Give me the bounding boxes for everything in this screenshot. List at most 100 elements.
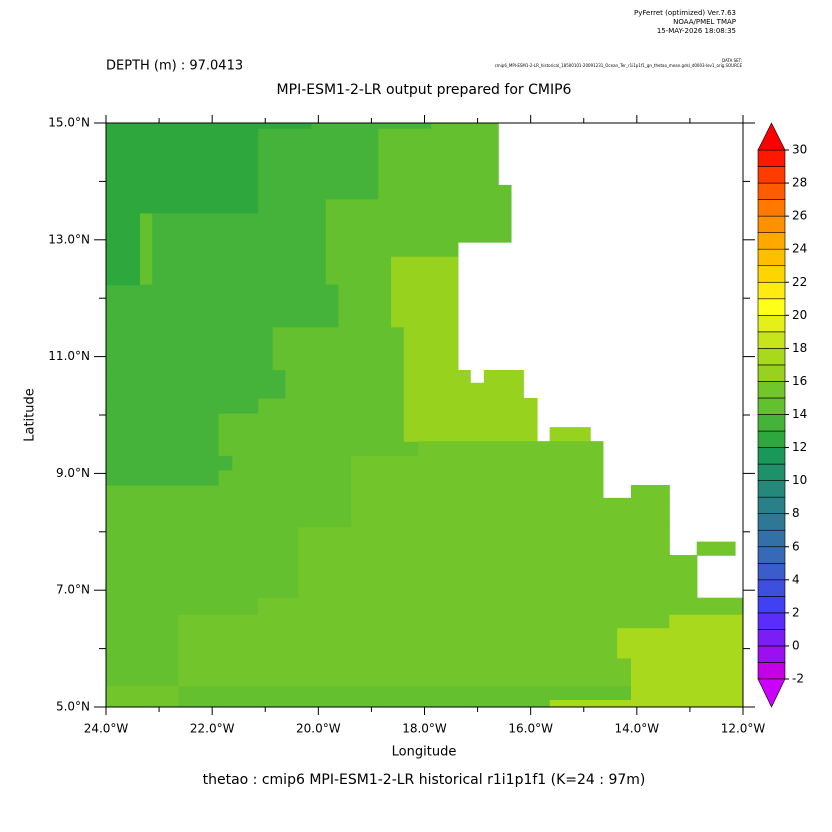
cell	[106, 123, 259, 214]
colorbar-tick-label: 14	[792, 407, 807, 421]
x-axis-label: Longitude	[392, 745, 457, 760]
colorbar-box	[757, 149, 786, 167]
colorbar-box	[757, 430, 786, 448]
cell	[106, 685, 179, 708]
chart-title: MPI-ESM1-2-LR output prepared for CMIP6	[277, 82, 572, 98]
colorbar-box	[757, 414, 786, 432]
colorbar-box	[757, 480, 786, 498]
colorbar-box	[757, 199, 786, 217]
cell	[483, 370, 524, 384]
cell	[106, 123, 312, 129]
depth-label: DEPTH (m) : 97.0413	[106, 59, 243, 74]
cell	[298, 555, 698, 599]
colorbar-box	[757, 645, 786, 663]
cell	[403, 326, 459, 371]
colorbar-box	[757, 232, 786, 250]
cell	[351, 497, 670, 528]
cell	[669, 614, 744, 629]
cell	[106, 413, 219, 486]
cell	[106, 326, 273, 371]
colorbar-box	[757, 215, 786, 233]
colorbar-tick-label: 16	[792, 374, 807, 388]
colorbar-box	[757, 662, 786, 680]
x-tick-label: 16.0°W	[508, 722, 553, 736]
colorbar-box	[757, 166, 786, 184]
colorbar-tick-label: 22	[792, 275, 807, 289]
cell	[257, 597, 744, 616]
x-tick-label: 12.0°W	[721, 722, 766, 736]
y-tick-label: 15.0°N	[48, 116, 90, 130]
colorbar-box	[757, 182, 786, 200]
colorbar-box	[757, 529, 786, 548]
y-tick-label: 5.0°N	[56, 700, 90, 714]
colorbar-tick-label: 30	[792, 143, 807, 157]
colorbar-box	[757, 248, 786, 267]
colorbar-box	[757, 281, 786, 300]
y-tick-label: 9.0°N	[56, 466, 90, 480]
y-tick-label: 7.0°N	[56, 583, 90, 597]
cell	[549, 699, 744, 708]
cell	[549, 427, 591, 442]
cell	[218, 455, 233, 471]
colorbar-over	[757, 122, 786, 151]
colorbar-box	[757, 562, 786, 581]
cell	[630, 485, 670, 499]
cell	[106, 370, 286, 399]
cell	[403, 370, 471, 384]
colorbar-box	[757, 265, 786, 283]
cell	[257, 128, 379, 200]
colorbar-box	[757, 596, 786, 614]
cell	[106, 284, 339, 328]
colorbar-tick-label: 26	[792, 209, 807, 223]
cell	[403, 382, 524, 399]
colorbar-tick-label: 18	[792, 341, 807, 355]
colorbar-box	[757, 364, 786, 382]
colorbar-tick-label: 12	[792, 440, 807, 454]
axes: 24.0°W 22.0°W 20.0°W 18.0°W 16.0°W 14.0°W 12.0…	[48, 115, 765, 736]
colorbar-tick-label: 8	[792, 506, 800, 520]
colorbar-tick-label: -2	[792, 672, 804, 686]
colorbar-under	[757, 678, 786, 708]
colorbar-box	[757, 397, 786, 415]
map-cells	[106, 123, 744, 708]
x-tick-label: 14.0°W	[615, 722, 660, 736]
x-tick-label: 24.0°W	[84, 722, 129, 736]
colorbar-tick-label: 24	[792, 242, 807, 256]
header-line: 15-MAY-2026 18:08:35	[657, 27, 736, 35]
colorbar-tick-label: 10	[792, 473, 807, 487]
colorbar-box	[757, 298, 786, 316]
footer: thetao : cmip6 MPI-ESM1-2-LR historical …	[203, 772, 646, 788]
x-tick-label: 20.0°W	[296, 722, 341, 736]
colorbar-box	[757, 612, 786, 630]
colorbar-tick-label: 20	[792, 308, 807, 322]
colorbar-box	[757, 447, 786, 465]
dataset-name: cmip6_MPI-ESM1-2-LR_historical_18500101-…	[495, 63, 743, 68]
colorbar-tick-label: 4	[792, 572, 800, 586]
colorbar-box	[757, 381, 786, 399]
header-line: NOAA/PMEL TMAP	[673, 18, 736, 26]
colorbar-box	[757, 463, 786, 481]
colorbar-tick-label: 2	[792, 605, 800, 619]
cell	[403, 398, 538, 442]
colorbar-tick-label: 28	[792, 176, 807, 190]
x-tick-label: 22.0°W	[190, 722, 235, 736]
colorbar-box	[757, 579, 786, 597]
cell	[298, 527, 670, 556]
colorbar-box	[757, 331, 786, 349]
x-tick-label: 18.0°W	[402, 722, 447, 736]
cell	[617, 628, 744, 659]
y-axis-label: Latitude	[23, 388, 38, 442]
colorbar-box	[757, 513, 786, 531]
dataset-label: DATA SET:	[722, 58, 742, 63]
colorbar-box	[757, 315, 786, 333]
y-tick-label: 13.0°N	[48, 232, 90, 246]
colorbar-box	[757, 629, 786, 647]
cell	[310, 123, 432, 129]
colorbar-tick-label: 0	[792, 638, 800, 652]
colorbar-box	[757, 546, 786, 564]
colorbar-tick-label: 6	[792, 539, 800, 553]
y-tick-label: 11.0°N	[48, 349, 90, 363]
cell	[696, 541, 736, 556]
